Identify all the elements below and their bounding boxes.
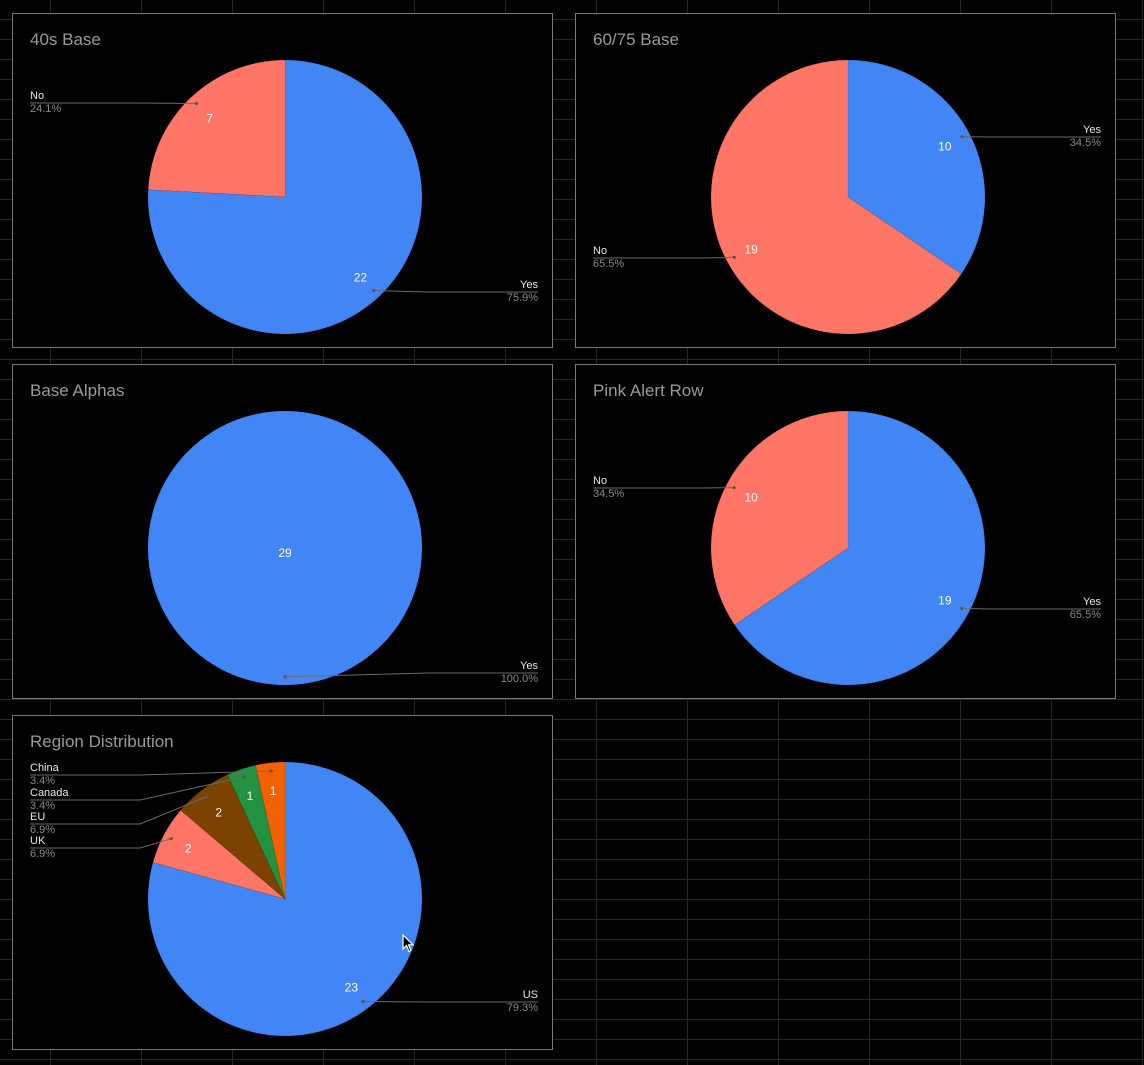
slice-value-label: 2 — [185, 842, 192, 856]
pie-slice-uk[interactable] — [152, 809, 286, 900]
leader-line — [593, 256, 735, 259]
pie-slice-no[interactable] — [710, 410, 849, 626]
legend-label-canada: Canada 3.4% — [30, 787, 69, 812]
pie-svg: 10 19 — [593, 59, 1101, 335]
leader-line — [373, 289, 538, 293]
leader-dot — [732, 486, 736, 490]
legend-label-no: No 65.5% — [593, 245, 625, 270]
leader-dot — [960, 135, 964, 139]
pie-slice-no[interactable] — [710, 59, 962, 335]
mouse-cursor-icon — [402, 934, 414, 953]
leader-dot — [194, 101, 199, 106]
chart-region-distribution[interactable]: Region Distribution 23 2 2 1 1 China 3.4% Can… — [12, 715, 553, 1050]
leader-line — [30, 102, 197, 105]
leader-line — [30, 796, 208, 825]
pie-slice-eu[interactable] — [180, 774, 286, 900]
chart-title: Region Distribution — [30, 732, 174, 751]
pie-slice-canada[interactable] — [227, 764, 286, 900]
chart-title: 40s Base — [30, 30, 101, 49]
leader-line — [284, 672, 538, 678]
pie-svg: 22 7 — [30, 59, 538, 335]
leader-dot — [732, 255, 736, 259]
pie-slice-yes[interactable] — [147, 59, 423, 335]
leader-line — [30, 770, 272, 776]
slice-value-label: 29 — [278, 546, 292, 560]
leader-dot — [361, 999, 365, 1004]
slice-value-label: 7 — [206, 111, 213, 125]
legend-label-no: No 24.1% — [30, 90, 62, 115]
chart-title: Pink Alert Row — [593, 381, 704, 400]
slice-value-label: 10 — [744, 491, 758, 505]
leader-dot — [242, 775, 246, 779]
chart-40s-base[interactable]: 40s Base 22 7 No 24.1% Yes 75.9% — [12, 13, 553, 348]
leader-dot — [960, 606, 964, 610]
chart-title: 60/75 Base — [593, 30, 680, 49]
legend-label-eu: EU 6.9% — [30, 811, 56, 836]
pie-slice-yes[interactable] — [847, 59, 986, 275]
slice-value-label: 1 — [247, 789, 254, 803]
chart-60-75-base[interactable]: 60/75 Base 10 19 Yes 34.5% No 65.5% — [575, 13, 1116, 348]
pie-svg: 29 — [148, 411, 538, 685]
leader-dot — [283, 675, 287, 679]
pie-slice-no[interactable] — [147, 59, 286, 198]
slice-value-label: 23 — [345, 980, 359, 994]
slice-value-label: 2 — [215, 806, 222, 820]
leader-dot — [269, 769, 273, 773]
chart-base-alphas[interactable]: Base Alphas 29 Yes 100.0% — [12, 364, 553, 699]
legend-label-yes: Yes 65.5% — [1069, 596, 1101, 621]
leader-line — [30, 776, 244, 801]
legend-label-china: China 3.4% — [30, 762, 59, 787]
pie-svg: 23 2 2 1 1 — [30, 761, 538, 1037]
slice-value-label: 1 — [270, 784, 277, 798]
legend-label-yes: Yes 100.0% — [500, 660, 538, 685]
slice-value-label: 19 — [744, 242, 758, 256]
leader-line — [30, 838, 172, 849]
pie-slice-yes[interactable] — [148, 411, 422, 685]
slice-value-label: 19 — [938, 593, 952, 607]
leader-dot — [169, 837, 173, 841]
legend-label-no: No 34.5% — [593, 475, 625, 500]
slice-value-label: 10 — [938, 140, 952, 154]
pie-slice-china[interactable] — [255, 761, 286, 900]
legend-label-yes: Yes 75.9% — [506, 279, 538, 304]
leader-dot — [371, 288, 376, 293]
legend-label-uk: UK 6.9% — [30, 835, 56, 860]
legend-label-yes: Yes 34.5% — [1069, 124, 1101, 149]
legend-label-us: US 79.3% — [506, 989, 538, 1014]
leader-line — [961, 607, 1101, 610]
chart-pink-alert-row[interactable]: Pink Alert Row 19 10 No 34.5% Yes 65.5% — [575, 364, 1116, 699]
leader-dot — [205, 794, 209, 799]
pie-slice-us[interactable] — [147, 761, 423, 1037]
slice-value-label: 22 — [354, 271, 368, 285]
chart-title: Base Alphas — [30, 381, 125, 400]
pie-slice-yes[interactable] — [734, 410, 986, 686]
